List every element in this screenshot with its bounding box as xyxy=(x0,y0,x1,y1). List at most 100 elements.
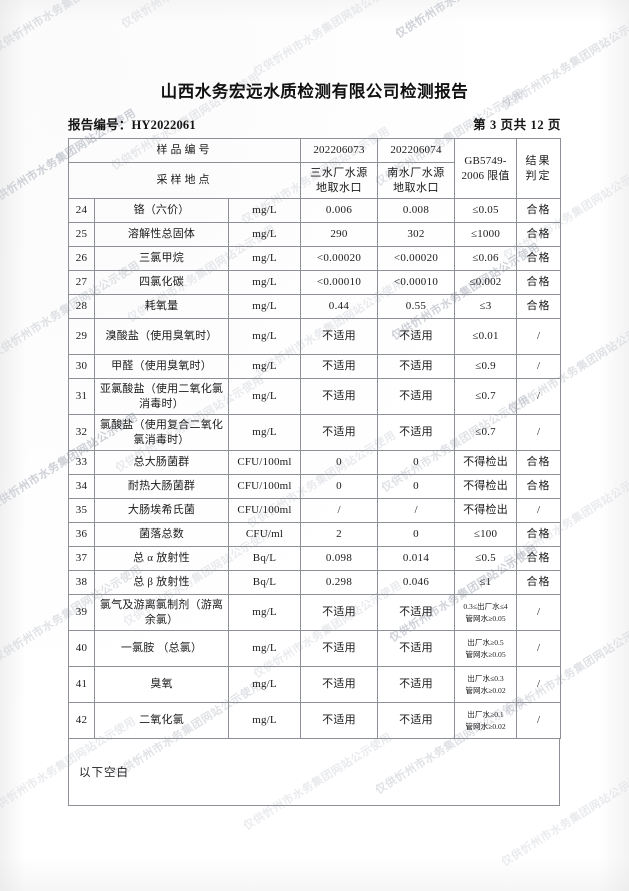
row-limit: ≤3 xyxy=(454,294,518,319)
row-unit: Bq/L xyxy=(227,546,302,571)
header-sample-2-site: 南水厂水源 地取水口 xyxy=(377,162,456,199)
row-result: / xyxy=(516,498,562,523)
row-value-sample-1: 290 xyxy=(300,222,379,247)
row-result: / xyxy=(516,702,562,739)
row-value-sample-1: 不适用 xyxy=(300,594,379,631)
blank-note: 以下空白 xyxy=(68,739,560,806)
table-header-row-site: 采样地点 三水厂水源 地取水口 南水厂水源 地取水口 xyxy=(67,162,561,199)
table-row: 25 溶解性总固体 mg/L 290 302 ≤1000 合格 xyxy=(68,222,562,247)
header-result-line1: 结果 xyxy=(525,154,552,167)
page-number: 第 3 页共 12 页 xyxy=(473,118,561,132)
row-value-sample-2: 0.014 xyxy=(377,546,456,571)
row-result: / xyxy=(516,318,562,355)
row-limit-line1: 出厂水≥0.1 xyxy=(467,710,504,720)
page-title: 山西水务宏远水质检测有限公司检测报告 xyxy=(160,82,469,101)
row-result: 合格 xyxy=(516,450,562,475)
row-value-sample-2: 0 xyxy=(377,450,456,475)
row-value-sample-1: 0.44 xyxy=(300,294,379,319)
row-item-name: 总大肠菌群 xyxy=(94,450,229,475)
row-index: 28 xyxy=(68,294,95,319)
results-table-wrap: 样品编号 202206073 202206074 GB5749- 2006 限值… xyxy=(67,138,562,806)
row-item-name: 耐热大肠菌群 xyxy=(94,474,229,499)
row-result: / xyxy=(516,666,562,703)
header-result-line2: 判定 xyxy=(525,169,552,182)
row-item-name: 菌落总数 xyxy=(94,522,229,547)
row-value-sample-2: 0.008 xyxy=(377,198,456,223)
header-sample-1-site-line2: 地取水口 xyxy=(316,181,363,194)
row-limit: 出厂水≤0.3 管网水≥0.02 xyxy=(454,666,518,703)
table-row: 39 氯气及游离氯制剂（游离余氯） mg/L 不适用 不适用 0.3≤出厂水≤4 管网水≥0… xyxy=(68,594,562,631)
row-result: 合格 xyxy=(516,246,562,271)
report-number: 报告编号：HY2022061 xyxy=(68,118,196,132)
row-limit: 不得检出 xyxy=(454,474,518,499)
row-unit: mg/L xyxy=(227,702,302,739)
blank-note-table: 以下空白 xyxy=(68,739,560,806)
row-item-name: 二氧化氯 xyxy=(94,702,229,739)
row-unit: CFU/100ml xyxy=(227,498,302,523)
row-index: 30 xyxy=(68,354,95,379)
row-limit-line1: 出厂水≥0.5 xyxy=(467,638,504,648)
table-row: 35 大肠埃希氏菌 CFU/100ml / / 不得检出 / xyxy=(68,498,562,523)
header-standard: GB5749- 2006 限值 xyxy=(454,138,518,199)
row-value-sample-2: / xyxy=(377,498,456,523)
row-index: 31 xyxy=(68,378,95,415)
row-value-sample-2: 不适用 xyxy=(377,354,456,379)
row-result: / xyxy=(516,354,562,379)
row-unit: mg/L xyxy=(227,294,302,319)
row-result: 合格 xyxy=(516,570,562,595)
header-result: 结果 判定 xyxy=(516,138,562,199)
table-row: 28 耗氧量 mg/L 0.44 0.55 ≤3 合格 xyxy=(68,294,562,319)
row-limit: ≤0.06 xyxy=(454,246,518,271)
row-index: 35 xyxy=(68,498,95,523)
header-sample-no-label: 样品编号 xyxy=(67,138,302,163)
row-index: 33 xyxy=(68,450,95,475)
row-value-sample-2: <0.00020 xyxy=(377,246,456,271)
row-unit: mg/L xyxy=(227,354,302,379)
row-limit: ≤0.7 xyxy=(454,378,518,415)
table-row: 41 臭氧 mg/L 不适用 不适用 出厂水≤0.3 管网水≥0.02/ xyxy=(68,666,562,703)
row-value-sample-1: 不适用 xyxy=(300,702,379,739)
row-value-sample-2: 不适用 xyxy=(377,414,456,451)
row-limit: 不得检出 xyxy=(454,498,518,523)
table-row: 31 亚氯酸盐（使用二氧化氯消毒时） mg/L 不适用 不适用 ≤0.7/ xyxy=(68,378,562,415)
row-value-sample-2: 0 xyxy=(377,474,456,499)
report-meta-line: 报告编号：HY2022061 第 3 页共 12 页 xyxy=(68,114,561,133)
row-value-sample-2: <0.00010 xyxy=(377,270,456,295)
row-unit: mg/L xyxy=(227,414,302,451)
row-item-name: 总 β 放射性 xyxy=(94,570,229,595)
row-result: 合格 xyxy=(516,474,562,499)
table-row: 30 甲醛（使用臭氧时） mg/L 不适用 不适用 ≤0.9/ xyxy=(68,354,562,379)
row-unit: mg/L xyxy=(227,222,302,247)
row-limit-line2: 管网水≥0.02 xyxy=(465,721,506,731)
row-result: 合格 xyxy=(516,294,562,319)
row-unit: CFU/100ml xyxy=(227,474,302,499)
row-item-name: 溶解性总固体 xyxy=(94,222,229,247)
watermark-text: 仅供忻州市水务集团网站公示使用 xyxy=(251,0,405,79)
row-unit: mg/L xyxy=(227,318,302,355)
row-value-sample-2: 302 xyxy=(377,222,456,247)
row-item-name: 臭氧 xyxy=(94,666,229,703)
table-row: 26 三氯甲烷 mg/L <0.00020 <0.00020 ≤0.06 合格 xyxy=(68,246,562,271)
row-limit: ≤0.002 xyxy=(454,270,518,295)
table-row: 34 耐热大肠菌群 CFU/100ml 0 0 不得检出 合格 xyxy=(68,474,562,499)
row-index: 25 xyxy=(68,222,95,247)
table-row: 40 一氯胺 （总氯） mg/L 不适用 不适用 出厂水≥0.5 管网水≥0.05/ xyxy=(68,630,562,667)
row-item-name: 一氯胺 （总氯） xyxy=(94,630,229,667)
header-sample-2-id: 202206074 xyxy=(377,138,456,163)
row-limit: 不得检出 xyxy=(454,450,518,475)
row-limit: ≤0.7 xyxy=(454,414,518,451)
row-index: 32 xyxy=(68,414,95,451)
row-value-sample-1: 0.298 xyxy=(300,570,379,595)
row-value-sample-1: 不适用 xyxy=(300,318,379,355)
row-result: / xyxy=(516,630,562,667)
row-result: / xyxy=(516,414,562,451)
row-unit: mg/L xyxy=(227,378,302,415)
row-limit: 0.3≤出厂水≤4 管网水≥0.05 xyxy=(454,594,518,631)
row-limit: ≤1 xyxy=(454,570,518,595)
row-value-sample-1: <0.00010 xyxy=(300,270,379,295)
row-result: 合格 xyxy=(516,222,562,247)
row-item-name: 四氯化碳 xyxy=(94,270,229,295)
header-sample-2-site-line1: 南水厂水源 xyxy=(387,166,445,179)
row-unit: mg/L xyxy=(227,198,302,223)
row-index: 27 xyxy=(68,270,95,295)
